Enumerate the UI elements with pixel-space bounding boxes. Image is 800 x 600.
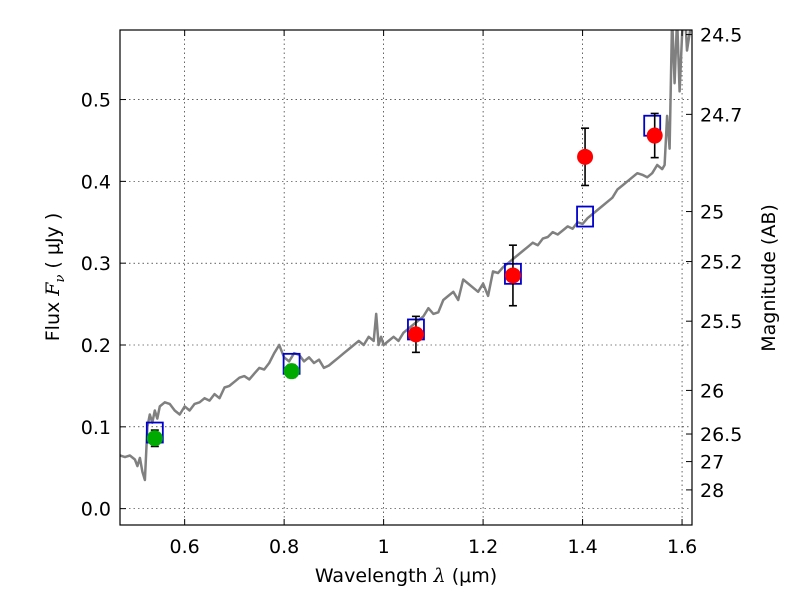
magnitude-tick-label: 26 bbox=[700, 380, 724, 402]
x-tick-label: 0.6 bbox=[170, 536, 200, 558]
magnitude-tick-label: 26.5 bbox=[700, 424, 742, 446]
x-axis-ticks: 0.6 0.8 1 1.2 1.4 1.6 bbox=[170, 30, 697, 558]
green-data-point bbox=[283, 363, 300, 380]
magnitude-tick-label: 24.7 bbox=[700, 104, 742, 126]
magnitude-tick-label: 25.5 bbox=[700, 311, 742, 333]
x-tick-label: 0.8 bbox=[269, 536, 299, 558]
grid-lines bbox=[120, 30, 692, 525]
red-data-point bbox=[577, 148, 594, 165]
magnitude-axis-ticks: 24.5 24.7 25 25.2 25.5 26 26.5 27 28 bbox=[686, 25, 742, 502]
x-tick-label: 1.2 bbox=[468, 536, 498, 558]
y2-axis-label: Magnitude (AB) bbox=[758, 204, 780, 352]
x-tick-label: 1 bbox=[378, 536, 390, 558]
x-axis-label: Wavelength λ (μm) bbox=[315, 565, 497, 587]
model-spectrum-line bbox=[120, 30, 692, 482]
y-tick-label: 0.4 bbox=[81, 171, 111, 193]
magnitude-tick-label: 24.5 bbox=[700, 25, 742, 47]
x-tick-label: 1.4 bbox=[567, 536, 597, 558]
plot-frame bbox=[119, 29, 693, 526]
data-points-layer bbox=[145, 112, 663, 448]
y-tick-label: 0.1 bbox=[81, 417, 111, 439]
y-tick-label: 0.5 bbox=[81, 90, 111, 112]
red-data-point bbox=[646, 127, 663, 144]
green-data-point bbox=[146, 430, 163, 447]
magnitude-tick-label: 25.2 bbox=[700, 252, 742, 274]
y-axis-label: Flux Fν ( μJy ) bbox=[42, 213, 68, 342]
magnitude-tick-label: 25 bbox=[700, 202, 724, 224]
y-axis-ticks: 0.0 0.1 0.2 0.3 0.4 0.5 bbox=[81, 90, 126, 521]
y-tick-label: 0.2 bbox=[81, 335, 111, 357]
model-photometry-square bbox=[576, 205, 594, 228]
model-spectrum-layer bbox=[120, 30, 692, 482]
magnitude-tick-label: 27 bbox=[700, 452, 724, 474]
red-data-point bbox=[407, 326, 424, 343]
x-tick-label: 1.6 bbox=[667, 536, 697, 558]
y-tick-label: 0.0 bbox=[81, 499, 111, 521]
red-data-point bbox=[504, 267, 521, 284]
y-tick-label: 0.3 bbox=[81, 253, 111, 275]
magnitude-tick-label: 28 bbox=[700, 480, 724, 502]
